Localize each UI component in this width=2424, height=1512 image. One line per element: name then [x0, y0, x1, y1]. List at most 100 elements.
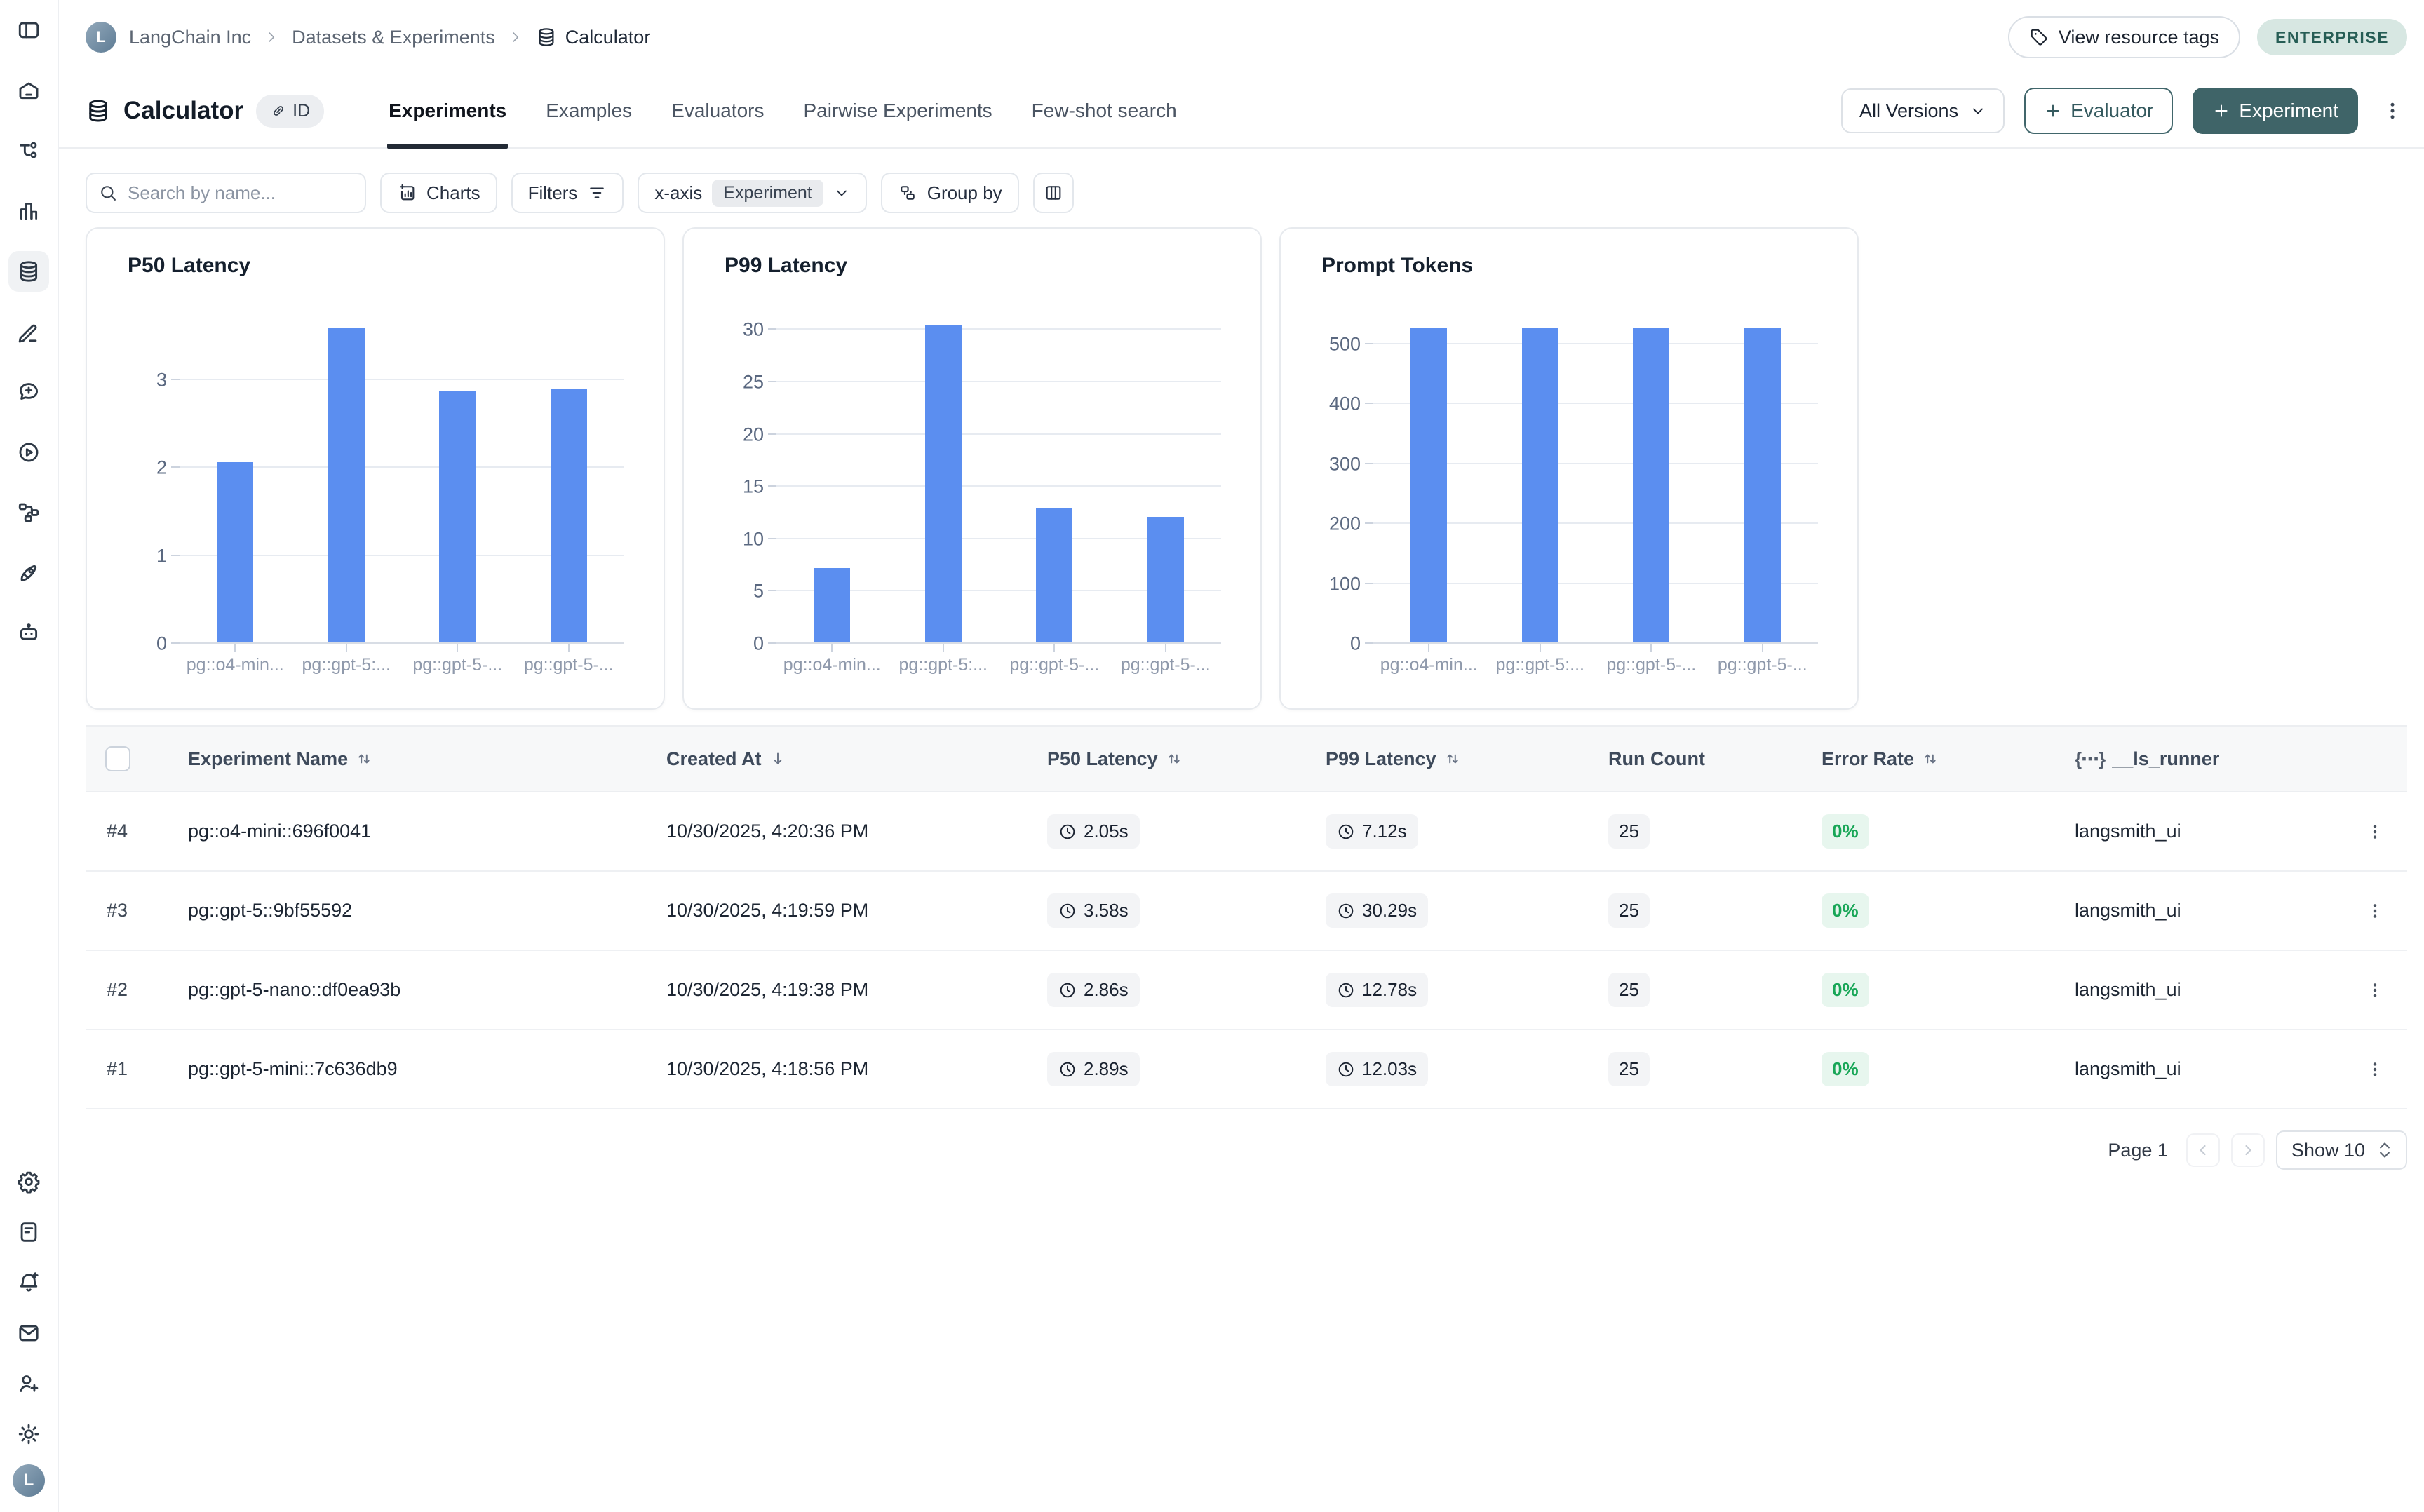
charts-button[interactable]: Charts	[380, 173, 497, 213]
sidebar-item-settings[interactable]	[8, 1161, 49, 1202]
sidebar-item-deployments[interactable]	[8, 553, 49, 593]
row-options-kebab[interactable]	[2359, 1054, 2390, 1085]
sidebar-item-annotation[interactable]	[8, 311, 49, 352]
cell-index: #4	[107, 821, 128, 842]
tab-experiments[interactable]: Experiments	[369, 74, 526, 149]
sidebar-item-mail[interactable]	[8, 1313, 49, 1354]
org-avatar[interactable]: L	[86, 22, 116, 53]
sidebar-item-theme[interactable]	[8, 1414, 49, 1454]
select-all-checkbox[interactable]	[105, 746, 130, 771]
header-experiment-name[interactable]: Experiment Name	[188, 748, 666, 770]
bar-pg-gpt-5--[interactable]	[1147, 516, 1184, 642]
y-tick-mark	[171, 554, 180, 556]
sidebar-item-workflows[interactable]	[8, 492, 49, 533]
next-page-button[interactable]	[2230, 1133, 2265, 1167]
versions-dropdown[interactable]: All Versions	[1841, 88, 2005, 133]
sidebar-item-agents[interactable]	[8, 613, 49, 654]
header-p99-latency[interactable]: P99 Latency	[1326, 748, 1608, 770]
sidebar-item-notifications[interactable]	[8, 1262, 49, 1303]
row-options-kebab[interactable]	[2359, 816, 2390, 847]
more-options-kebab[interactable]	[2378, 96, 2407, 126]
bar-pg-o4-min-[interactable]	[217, 462, 254, 642]
table-row[interactable]: #4 pg::o4-mini::696f0041 10/30/2025, 4:20:…	[86, 792, 2407, 872]
row-options-kebab[interactable]	[2359, 896, 2390, 926]
sidebar-item-datasets[interactable]	[8, 251, 49, 292]
row-options-kebab[interactable]	[2359, 975, 2390, 1006]
sidebar-item-invite-user[interactable]	[8, 1363, 49, 1404]
breadcrumb-org[interactable]: LangChain Inc	[129, 26, 252, 48]
bar-pg-gpt-5--[interactable]	[439, 391, 476, 642]
table-row[interactable]: #3 pg::gpt-5::9bf55592 10/30/2025, 4:19:59…	[86, 872, 2407, 951]
x-tick-label: pg::gpt-5-...	[1606, 655, 1697, 675]
header-ls-runner[interactable]: {⋯} __ls_runner	[2075, 748, 2220, 769]
sidebar-item-tracing[interactable]	[8, 130, 49, 171]
tab-examples[interactable]: Examples	[546, 100, 633, 121]
gridline	[776, 537, 1221, 539]
cell-created: 10/30/2025, 4:19:59 PM	[666, 900, 869, 921]
bar-pg-o4-min-[interactable]	[814, 567, 851, 642]
table-row[interactable]: #2 pg::gpt-5-nano::df0ea93b 10/30/2025, 4:…	[86, 951, 2407, 1030]
x-tick-mark	[457, 644, 459, 652]
plus-icon	[2044, 102, 2062, 120]
header-created-at[interactable]: Created At	[666, 748, 1047, 770]
sidebar-item-monitoring[interactable]	[8, 191, 49, 231]
y-tick-mark	[1365, 642, 1373, 644]
sidebar-item-panel-toggle[interactable]	[8, 10, 49, 50]
x-tick-mark	[1053, 644, 1056, 652]
view-resource-tags-button[interactable]: View resource tags	[2007, 16, 2241, 58]
y-tick-mark	[171, 642, 180, 644]
sidebar-item-docs[interactable]	[8, 1212, 49, 1253]
bar-chart-icon	[397, 183, 417, 203]
add-evaluator-button[interactable]: Evaluator	[2024, 88, 2174, 134]
cell-runner: langsmith_ui	[2075, 900, 2181, 921]
chart-title: Prompt Tokens	[1321, 254, 1474, 277]
gridline	[180, 466, 624, 468]
tab-pairwise-experiments[interactable]: Pairwise Experiments	[803, 100, 992, 121]
group-by-button[interactable]: Group by	[880, 173, 1019, 213]
table-body: #4 pg::o4-mini::696f0041 10/30/2025, 4:20:…	[86, 792, 2407, 1109]
x-tick-label: pg::o4-min...	[186, 655, 284, 675]
id-badge[interactable]: ID	[256, 94, 325, 128]
tab-few-shot-search[interactable]: Few-shot search	[1031, 100, 1177, 121]
chart-p99-latency: P99 Latency 0 5 10 15 20 25 30 pg::o4-min... pg…	[682, 227, 1262, 710]
xaxis-dropdown[interactable]: x-axis Experiment	[638, 173, 867, 213]
gridline	[776, 328, 1221, 330]
prev-page-button[interactable]	[2186, 1133, 2220, 1167]
annotation-icon	[17, 320, 41, 344]
bar-pg-gpt-5-[interactable]	[924, 325, 962, 642]
breadcrumb-section[interactable]: Datasets & Experiments	[292, 26, 495, 48]
bar-pg-gpt-5--[interactable]	[1036, 508, 1073, 642]
x-tick-label: pg::o4-min...	[783, 655, 881, 675]
p50-latency-pill: 2.86s	[1047, 973, 1140, 1007]
sidebar-item-playground[interactable]	[8, 432, 49, 473]
bar-pg-gpt-5--[interactable]	[550, 388, 587, 642]
error-rate-pill: 0%	[1822, 1052, 1869, 1086]
bar-pg-gpt-5--[interactable]	[1744, 328, 1781, 642]
breadcrumb-page[interactable]: Calculator	[536, 27, 650, 48]
page-size-select[interactable]: Show 10	[2275, 1130, 2407, 1170]
add-experiment-button[interactable]: Experiment	[2193, 88, 2358, 134]
gridline	[776, 380, 1221, 382]
x-tick-mark	[1761, 644, 1763, 652]
deployments-icon	[17, 561, 41, 585]
bar-pg-gpt-5-[interactable]	[1521, 328, 1558, 642]
header-run-count[interactable]: Run Count	[1608, 748, 1705, 769]
bar-pg-gpt-5-[interactable]	[328, 328, 365, 642]
header-error-rate[interactable]: Error Rate	[1822, 748, 2075, 770]
x-tick-label: pg::gpt-5-...	[523, 655, 614, 675]
bar-pg-o4-min-[interactable]	[1410, 328, 1448, 642]
table-row[interactable]: #1 pg::gpt-5-mini::7c636db9 10/30/2025, 4:…	[86, 1030, 2407, 1109]
columns-button[interactable]	[1032, 173, 1074, 213]
user-avatar[interactable]: L	[13, 1464, 45, 1497]
search-input[interactable]	[86, 173, 366, 213]
filters-button[interactable]: Filters	[511, 173, 624, 213]
sidebar-item-home[interactable]	[8, 70, 49, 111]
y-tick-mark	[171, 379, 180, 380]
bar-pg-gpt-5--[interactable]	[1633, 328, 1670, 642]
header-p50-latency[interactable]: P50 Latency	[1047, 748, 1326, 770]
group-rows-icon	[898, 183, 917, 203]
tab-evaluators[interactable]: Evaluators	[671, 100, 765, 121]
sort-both-icon	[355, 750, 373, 768]
cell-runner: langsmith_ui	[2075, 1058, 2181, 1079]
sidebar-item-prompts[interactable]	[8, 372, 49, 412]
